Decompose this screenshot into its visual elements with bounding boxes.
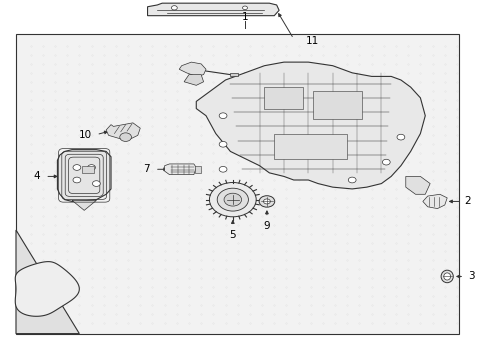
Bar <box>196 166 201 173</box>
Polygon shape <box>16 230 79 334</box>
Text: 5: 5 <box>229 230 236 240</box>
Polygon shape <box>106 123 140 139</box>
Text: 6: 6 <box>35 306 41 316</box>
Polygon shape <box>406 176 430 194</box>
Text: 9: 9 <box>264 221 270 231</box>
Polygon shape <box>147 3 279 16</box>
Ellipse shape <box>441 270 453 283</box>
Circle shape <box>224 193 242 206</box>
Polygon shape <box>423 194 447 208</box>
Circle shape <box>120 133 131 141</box>
Text: 3: 3 <box>467 271 474 282</box>
Polygon shape <box>184 75 203 85</box>
Bar <box>313 91 362 119</box>
Circle shape <box>259 196 275 207</box>
Text: 7: 7 <box>144 164 150 174</box>
Circle shape <box>243 6 247 10</box>
Bar <box>274 134 347 158</box>
Circle shape <box>209 183 256 217</box>
Circle shape <box>219 166 227 172</box>
Circle shape <box>348 177 356 183</box>
Circle shape <box>397 134 405 140</box>
Circle shape <box>73 177 81 183</box>
Text: 2: 2 <box>464 197 471 206</box>
Circle shape <box>172 6 177 10</box>
Circle shape <box>217 188 248 211</box>
Text: 10: 10 <box>78 130 92 140</box>
Polygon shape <box>196 62 425 189</box>
Circle shape <box>88 165 96 170</box>
Circle shape <box>219 141 227 147</box>
Circle shape <box>264 199 270 204</box>
Circle shape <box>73 165 81 170</box>
Bar <box>16 33 460 334</box>
Text: 11: 11 <box>306 36 319 46</box>
Bar <box>230 73 238 76</box>
Polygon shape <box>57 150 111 202</box>
Polygon shape <box>15 262 79 316</box>
Polygon shape <box>72 201 97 210</box>
Text: 4: 4 <box>34 171 40 181</box>
Text: 1: 1 <box>242 13 248 22</box>
Bar <box>265 87 303 109</box>
Polygon shape <box>165 164 196 175</box>
Circle shape <box>93 181 100 186</box>
Text: 8: 8 <box>260 67 266 77</box>
Polygon shape <box>179 62 206 76</box>
Ellipse shape <box>444 273 451 280</box>
Circle shape <box>382 159 390 165</box>
Circle shape <box>219 113 227 118</box>
Bar <box>82 166 94 173</box>
